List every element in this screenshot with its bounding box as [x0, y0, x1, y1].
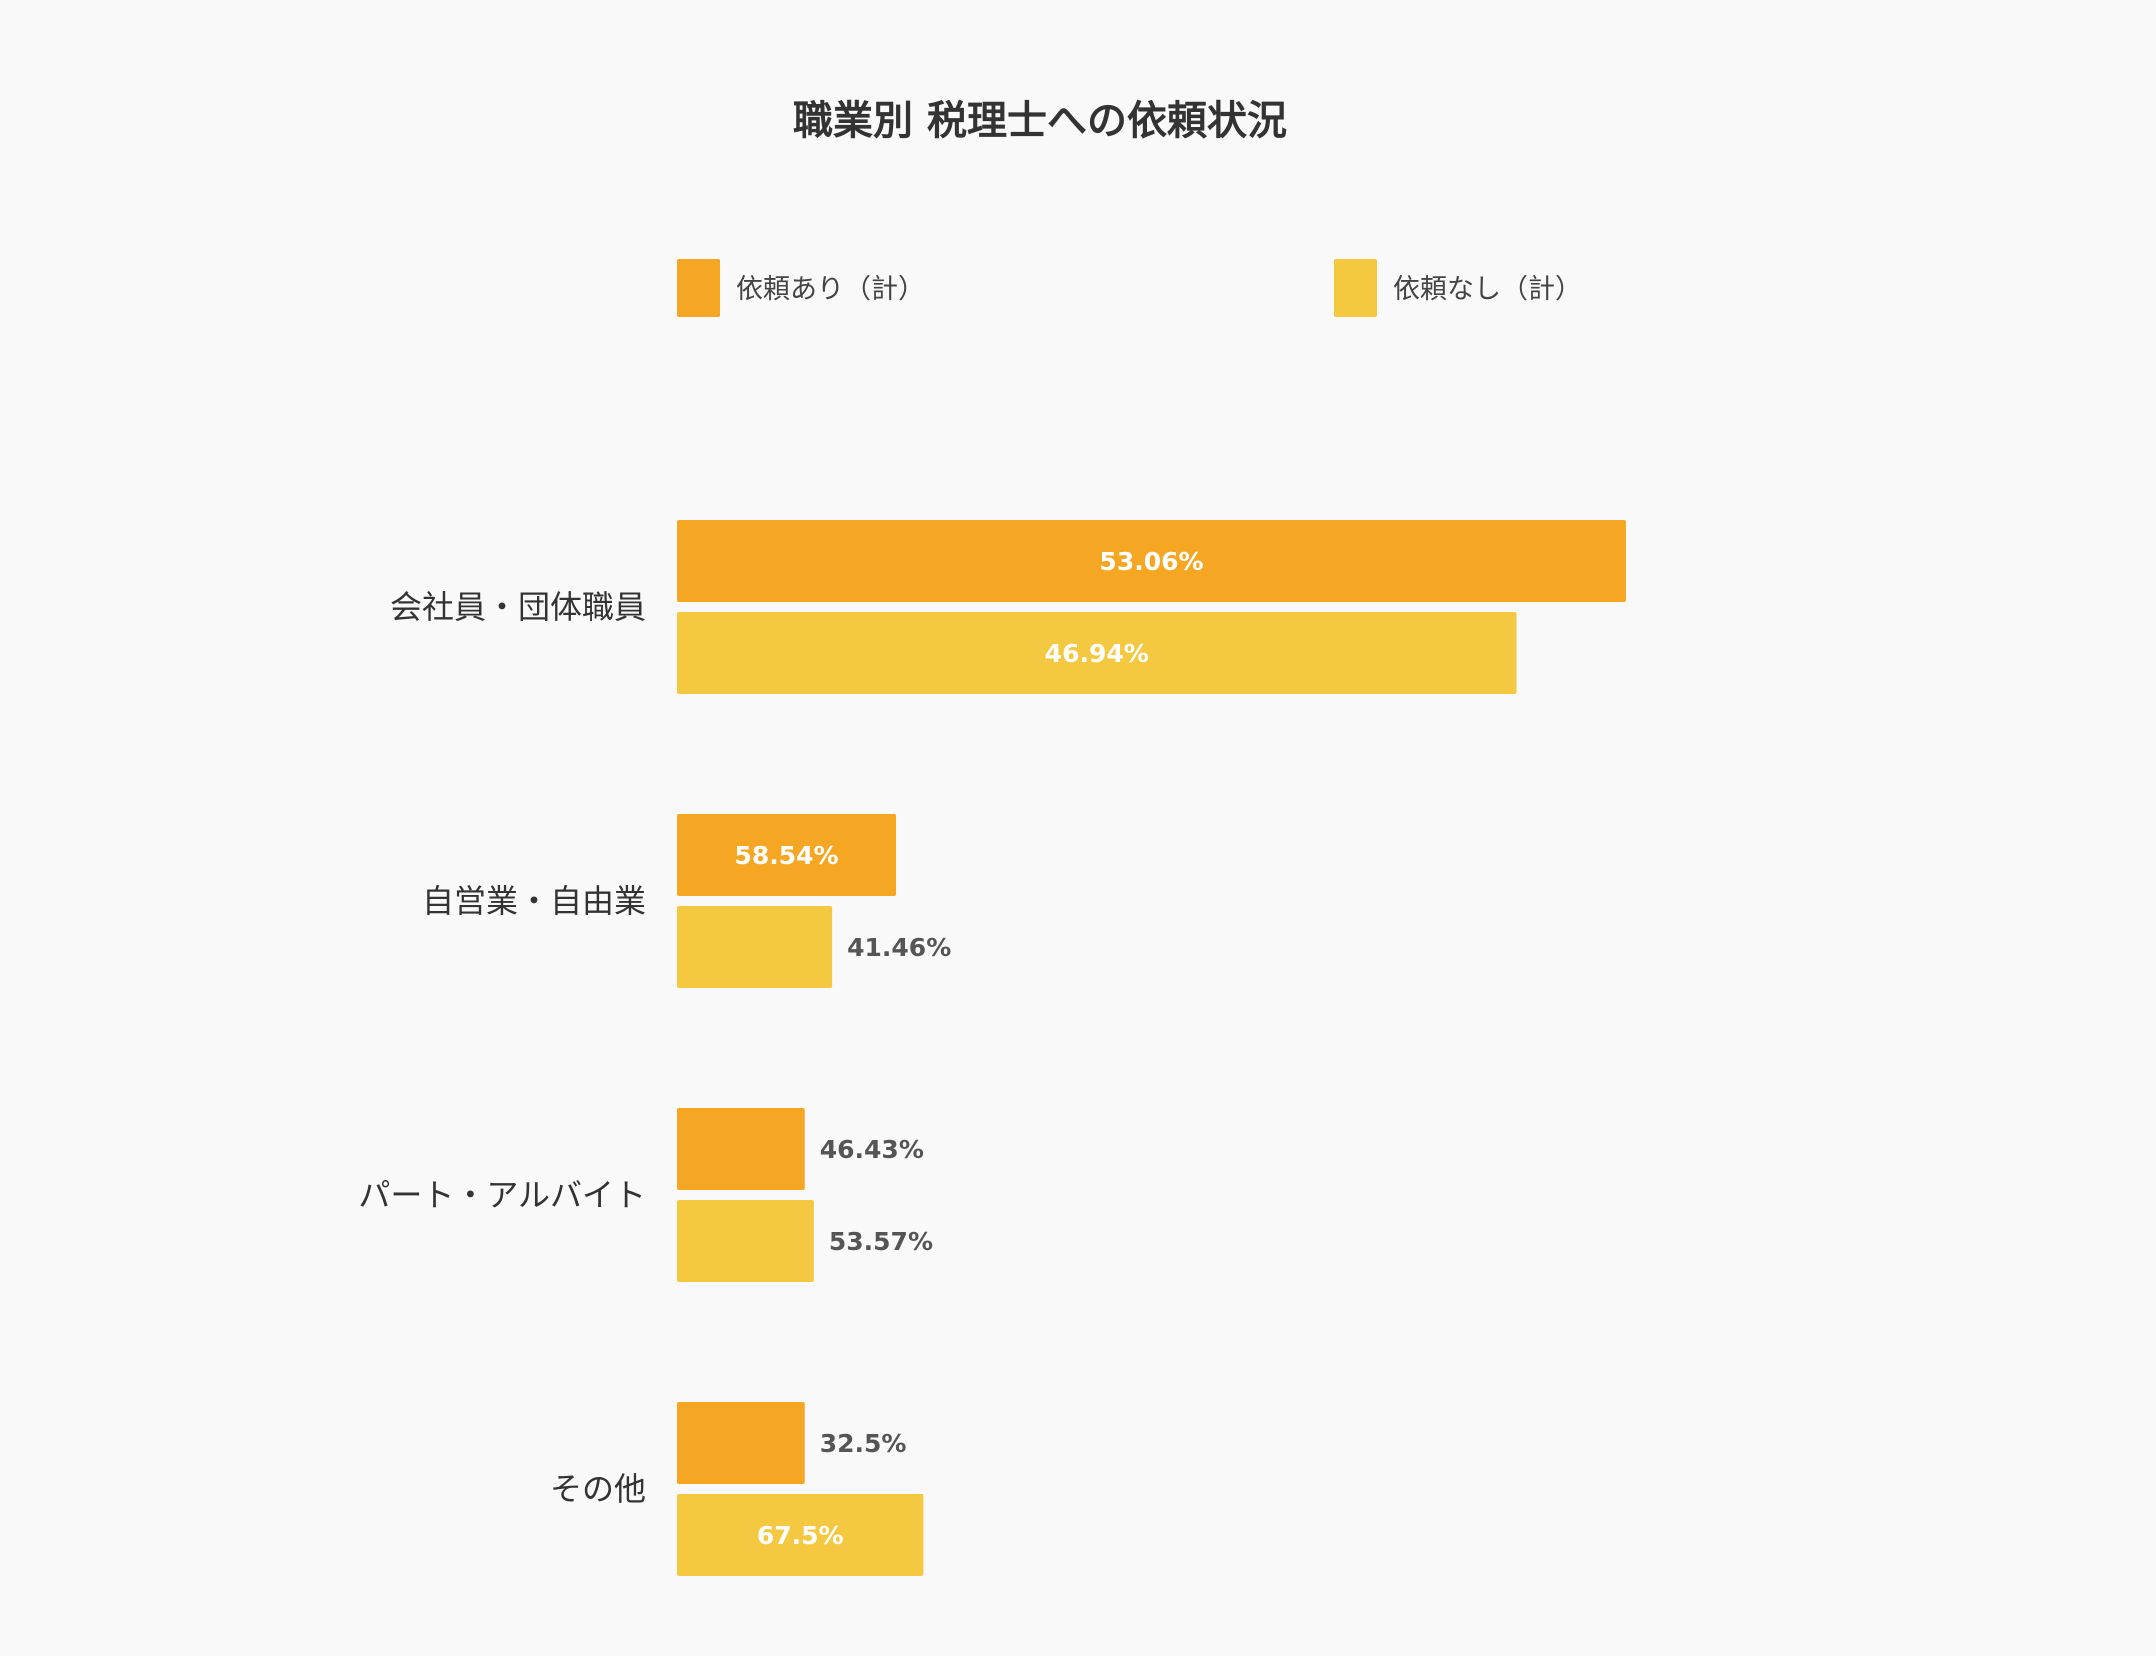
bar-value-label: 67.5% [757, 1521, 844, 1550]
category-label: 自営業・自由業 [422, 882, 646, 920]
bar-value-label: 46.43% [820, 1135, 924, 1164]
legend-swatch-1 [677, 259, 720, 317]
legend: 依頼あり（計） 依頼なし（計） [677, 259, 1582, 317]
bar-value-label: 58.54% [734, 841, 838, 870]
legend-swatch-2 [1334, 259, 1377, 317]
bar [677, 1108, 805, 1190]
bar [677, 1402, 805, 1484]
bar [677, 814, 896, 896]
bar-value-label: 53.57% [829, 1227, 933, 1256]
bar [677, 612, 1517, 694]
bar [677, 1200, 814, 1282]
legend-label-1: 依頼あり（計） [736, 274, 925, 305]
bars [677, 520, 1626, 1576]
category-label: 会社員・団体職員 [390, 588, 646, 626]
category-label: パート・アルバイト [358, 1176, 646, 1214]
category-label: その他 [550, 1470, 646, 1508]
bar-value-label: 41.46% [847, 933, 951, 962]
bar [677, 906, 833, 988]
legend-label-2: 依頼なし（計） [1393, 274, 1582, 305]
bar [677, 1494, 924, 1576]
bar-labels: 53.06% 46.94% 58.54% 41.46% 46.43% 53.57% 32.5… [734, 547, 1203, 1550]
bar-value-label: 46.94% [1045, 639, 1149, 668]
chart-title: 職業別 税理士への依頼状況 [793, 98, 1287, 144]
bar-value-label: 32.5% [820, 1429, 907, 1458]
bar-value-label: 53.06% [1099, 547, 1203, 576]
bar [677, 520, 1626, 602]
